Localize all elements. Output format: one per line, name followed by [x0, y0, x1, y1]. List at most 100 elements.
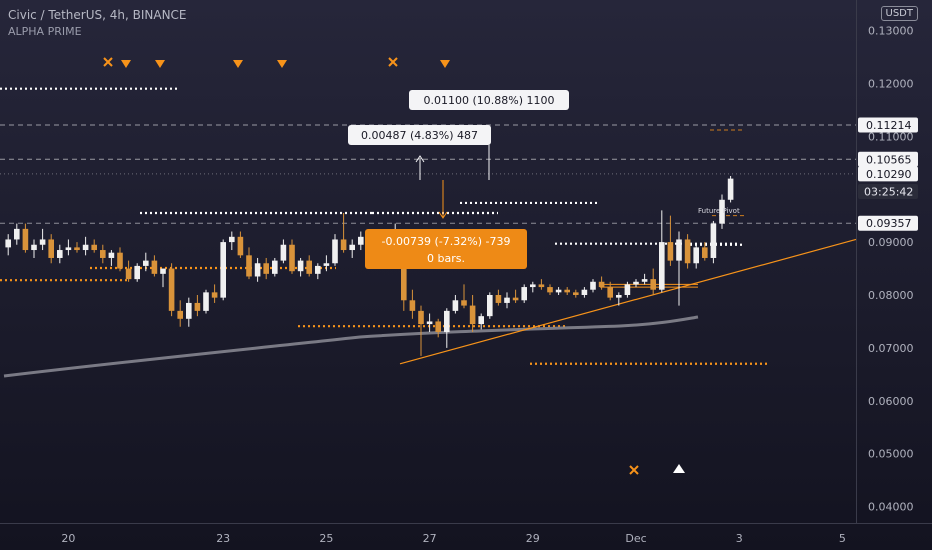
candle: [177, 310, 183, 319]
candle: [14, 228, 20, 240]
candle: [82, 244, 89, 251]
candle: [504, 297, 510, 303]
measure-text: 0 bars.: [427, 252, 465, 265]
candle: [254, 263, 261, 277]
candle: [435, 321, 441, 333]
candle: [108, 252, 115, 258]
y-tick-label: 0.09000: [868, 236, 914, 249]
countdown-label: 03:25:42: [864, 186, 913, 199]
candle: [641, 279, 648, 282]
candle: [401, 239, 407, 301]
signal-triangle: [155, 60, 165, 68]
future-pivot-label: Future Pivot: [698, 207, 740, 215]
price-tag-box: [858, 215, 918, 231]
candle: [203, 292, 209, 311]
price-tag-box: [858, 166, 918, 182]
measure-arrow-head: [438, 211, 448, 219]
candle: [667, 242, 674, 261]
measure-label: -0.00739 (-7.32%) -739 0 bars.: [365, 180, 527, 269]
candle: [280, 244, 287, 261]
candle: [538, 284, 545, 288]
price-tag-box: [858, 117, 918, 133]
candle: [22, 228, 29, 251]
candle: [306, 260, 312, 274]
currency-button[interactable]: USDT: [880, 6, 918, 21]
x-tick-label: Dec: [625, 532, 646, 545]
candle: [487, 295, 493, 317]
measure-box: [409, 90, 569, 110]
candle: [727, 178, 734, 200]
candle: [444, 310, 450, 333]
candle: [125, 268, 132, 280]
symbol-title: Civic / TetherUS, 4h, BINANCE: [8, 8, 187, 22]
trend-line: [399, 238, 857, 365]
candle: [246, 255, 252, 277]
candle: [315, 265, 321, 274]
candle: [624, 284, 631, 295]
moving-average-line: [3, 315, 699, 378]
candle: [237, 236, 244, 256]
candle: [564, 289, 570, 293]
candle: [229, 236, 235, 243]
measure-label: 0.00487 (4.83%) 487: [348, 125, 491, 145]
measure-label: 0.01100 (10.88%) 1100: [409, 90, 569, 110]
candle: [323, 263, 330, 266]
candle: [452, 300, 459, 311]
x-tick-label: 23: [216, 532, 230, 545]
signal-triangle: [440, 60, 450, 68]
signal-cross-stroke: [103, 57, 113, 67]
candle: [100, 250, 106, 258]
candle: [65, 247, 72, 251]
candle: [220, 242, 226, 298]
y-tick-label: 0.12000: [868, 77, 914, 90]
signal-cross: [629, 465, 639, 475]
signal-triangle: [233, 60, 243, 68]
candle: [168, 268, 175, 311]
candle: [160, 268, 166, 274]
candle: [39, 239, 46, 245]
measure-box: [348, 125, 491, 145]
candle: [340, 239, 347, 251]
x-tick-label: 25: [319, 532, 333, 545]
candle: [684, 239, 691, 264]
y-tick-label: 0.07000: [868, 342, 914, 355]
candle: [91, 244, 97, 251]
signal-cross: [103, 57, 113, 67]
candle: [74, 247, 80, 251]
candle: [521, 287, 527, 301]
candle: [332, 239, 338, 264]
candle: [461, 300, 467, 306]
countdown-tag: 03:25:42: [858, 184, 918, 199]
y-tick-label: 0.08000: [868, 289, 914, 302]
measure-text: 0.00487 (4.83%) 487: [361, 129, 478, 142]
candle: [590, 281, 596, 290]
price-tag-label: 0.10565: [866, 153, 912, 166]
candle: [512, 297, 519, 301]
candle: [134, 265, 140, 280]
price-tag-label: 0.11214: [866, 119, 912, 132]
candle: [598, 281, 605, 288]
price-tag: 0.10290: [858, 166, 918, 182]
price-tag-box: [858, 151, 918, 167]
candle: [478, 316, 484, 325]
candle: [117, 252, 123, 269]
price-tag: 0.10565: [858, 151, 918, 167]
y-tick-label: 0.05000: [868, 448, 914, 461]
signal-cross-stroke: [388, 57, 398, 67]
measure-arrow-head: [415, 155, 425, 163]
price-tag: 0.09357: [858, 215, 918, 231]
candle: [710, 223, 717, 258]
candle: [194, 302, 201, 311]
candle: [263, 263, 269, 274]
candle: [659, 242, 665, 290]
candle: [349, 244, 355, 251]
x-tick-label: 27: [423, 532, 437, 545]
candle: [151, 260, 158, 274]
candle: [547, 287, 553, 293]
measure-text: -0.00739 (-7.32%) -739: [382, 235, 511, 248]
candle: [409, 300, 416, 311]
candle: [573, 292, 579, 295]
measure-box: [365, 229, 527, 269]
candle: [5, 239, 11, 248]
